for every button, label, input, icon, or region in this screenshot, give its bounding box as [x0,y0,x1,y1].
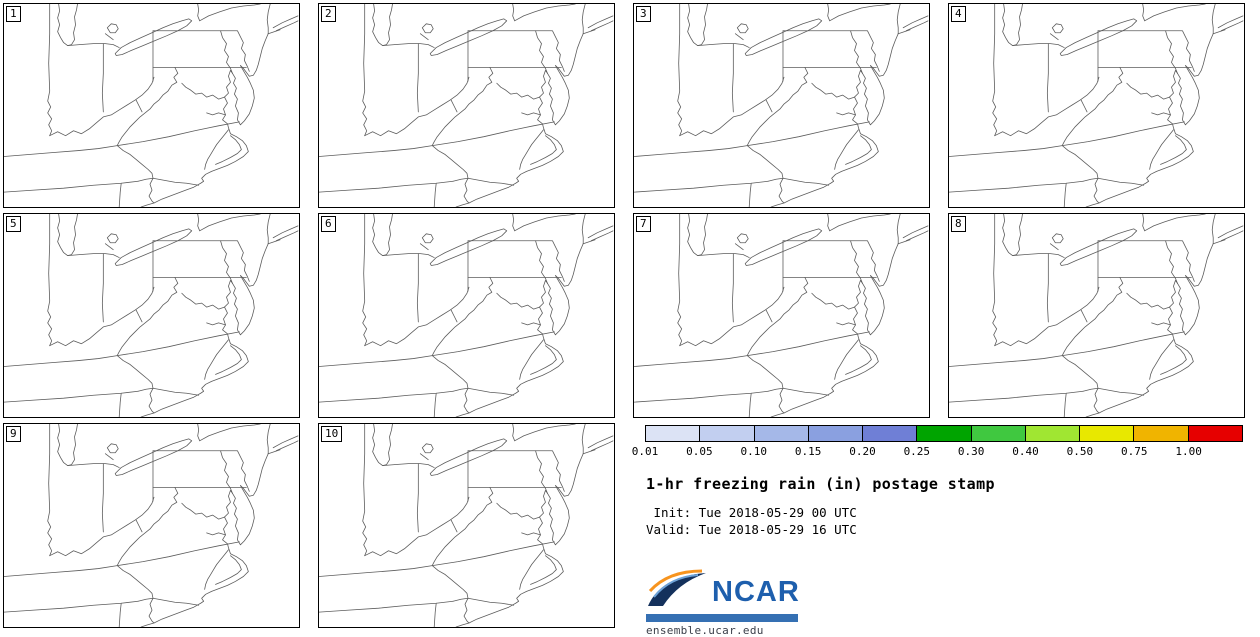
map-panel: 2 [318,3,615,208]
legend-area: 0.01 0.05 0.10 0.15 0.20 0.25 0.30 0.40 0.50 0.75… [632,423,1245,637]
colorbar-segment [917,426,972,441]
ncar-logo-orange-arc [648,569,703,593]
panel-number-label: 9 [6,426,21,442]
us-east-coast-map [949,4,1244,207]
map-panel: 7 [633,213,930,418]
colorbar-segment [700,426,755,441]
panel-number-label: 1 [6,6,21,22]
valid-time: Valid: Tue 2018-05-29 16 UTC [646,521,857,537]
us-east-coast-map [634,214,929,417]
map-panel: 4 [948,3,1245,208]
panel-number-label: 7 [636,216,651,232]
panel-number-label: 8 [951,216,966,232]
colorbar-segment [1025,426,1081,441]
figure-title: 1-hr freezing rain (in) postage stamp [646,475,995,493]
ncar-wordmark: NCAR [712,576,800,608]
panel-number-label: 4 [951,6,966,22]
map-panel: 3 [633,3,930,208]
colorbar-segment [646,426,701,441]
init-valid-times: Init: Tue 2018-05-29 00 UTC Valid: Tue 2… [646,505,857,539]
us-east-coast-map [634,4,929,207]
map-panel: 1 [3,3,300,208]
colorbar-segment [1188,426,1242,441]
map-panel: 6 [318,213,615,418]
colorbar-tick-label: 0.15 [794,445,822,458]
panel-number-label: 10 [321,426,343,442]
panel-number-label: 5 [6,216,21,232]
us-east-coast-map [319,214,614,417]
map-panel: 10 [318,423,615,628]
colorbar-segment [808,426,864,441]
colorbar-segment [1134,426,1189,441]
us-east-coast-map [319,424,614,627]
colorbar-segment [1080,426,1135,441]
colorbar-scale [645,425,1243,442]
panel-number-label: 2 [321,6,336,22]
colorbar: 0.01 0.05 0.10 0.15 0.20 0.25 0.30 0.40 0.50 0.75… [632,425,1243,459]
colorbar-tick-label: 0.25 [903,445,931,458]
colorbar-tick-label: 1.00 [1175,445,1202,458]
map-panel: 5 [3,213,300,418]
us-east-coast-map [4,424,299,627]
colorbar-tick-label: 0.20 [849,445,876,458]
colorbar-segment [754,426,809,441]
logo-rule [646,614,798,622]
colorbar-tick-label: 0.01 [631,445,659,458]
colorbar-tick-label: 0.30 [957,445,985,458]
colorbar-tick-label: 0.75 [1121,445,1148,458]
map-panel: 9 [3,423,300,628]
panel-number-label: 6 [321,216,336,232]
colorbar-tick-label: 0.50 [1066,445,1094,458]
map-panel: 8 [948,213,1245,418]
colorbar-segment [971,426,1026,441]
colorbar-segment [863,426,918,441]
colorbar-tick-label: 0.10 [740,445,767,458]
colorbar-tick-label: 0.40 [1012,445,1039,458]
ncar-logo-mountain [648,573,706,606]
ncar-logo: NCAR [648,569,800,608]
colorbar-tick-labels: 0.01 0.05 0.10 0.15 0.20 0.25 0.30 0.40 0.50 0.75… [632,445,1243,459]
postage-stamp-grid: 1 2 3 4 5 6 7 8 9 10 0.01 0.05 0.10 0.15 0.20 0.25 0.30… [3,3,1245,637]
us-east-coast-map [319,4,614,207]
ncar-logo-blue-arc [653,574,699,598]
colorbar-tick-label: 0.05 [686,445,713,458]
panel-number-label: 3 [636,6,651,22]
us-east-coast-map [4,214,299,417]
init-time: Init: Tue 2018-05-29 00 UTC [646,505,857,520]
us-east-coast-map [949,214,1244,417]
site-url: ensemble.ucar.edu [646,624,764,637]
us-east-coast-map [4,4,299,207]
